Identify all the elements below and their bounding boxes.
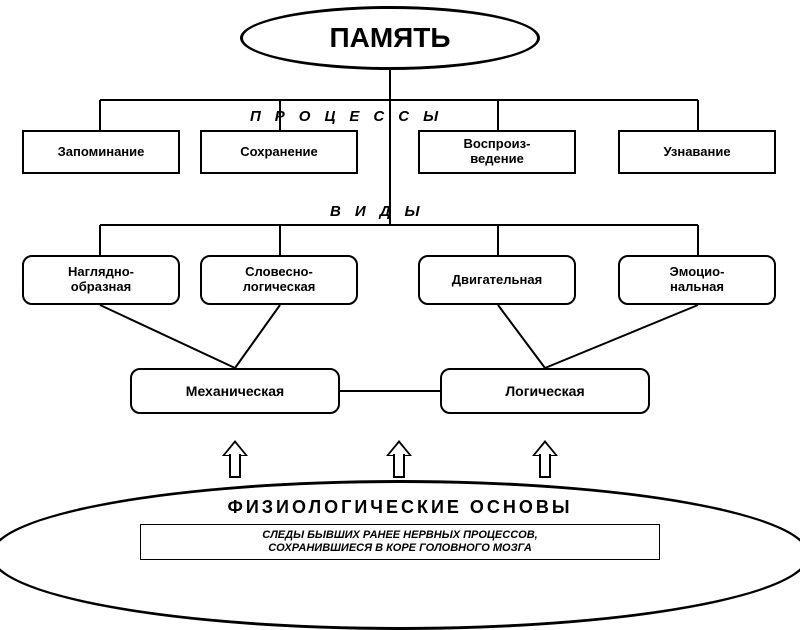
node-vospr: Воспроиз- ведение <box>418 130 576 174</box>
node-zapom: Запоминание <box>22 130 180 174</box>
footer-content: ФИЗИОЛОГИЧЕСКИЕ ОСНОВЫ СЛЕДЫ БЫВШИХ РАНЕ… <box>0 497 800 560</box>
section-label-kinds: ВИДЫ <box>330 203 433 220</box>
node-dvig: Двигательная <box>418 255 576 305</box>
node-slov: Словесно- логическая <box>200 255 358 305</box>
node-mech: Механическая <box>130 368 340 414</box>
arrow-up-icon <box>534 440 556 478</box>
node-emoc: Эмоцио- нальная <box>618 255 776 305</box>
node-nagl: Наглядно- образная <box>22 255 180 305</box>
node-log: Логическая <box>440 368 650 414</box>
footer-subtitle: СЛЕДЫ БЫВШИХ РАНЕЕ НЕРВНЫХ ПРОЦЕССОВ, СО… <box>140 524 660 560</box>
node-sohr: Сохранение <box>200 130 358 174</box>
diagram-canvas: { "colors": { "bg": "#ffffff", "fg": "#0… <box>0 0 800 600</box>
footer-ellipse: ФИЗИОЛОГИЧЕСКИЕ ОСНОВЫ СЛЕДЫ БЫВШИХ РАНЕ… <box>0 480 800 630</box>
root-label: ПАМЯТЬ <box>329 22 450 54</box>
root-node-memory: ПАМЯТЬ <box>240 6 540 70</box>
section-label-processes: ПРОЦЕССЫ <box>250 108 452 125</box>
arrow-up-icon <box>224 440 246 478</box>
node-uznav: Узнавание <box>618 130 776 174</box>
footer-title: ФИЗИОЛОГИЧЕСКИЕ ОСНОВЫ <box>227 497 572 518</box>
arrow-up-icon <box>388 440 410 478</box>
